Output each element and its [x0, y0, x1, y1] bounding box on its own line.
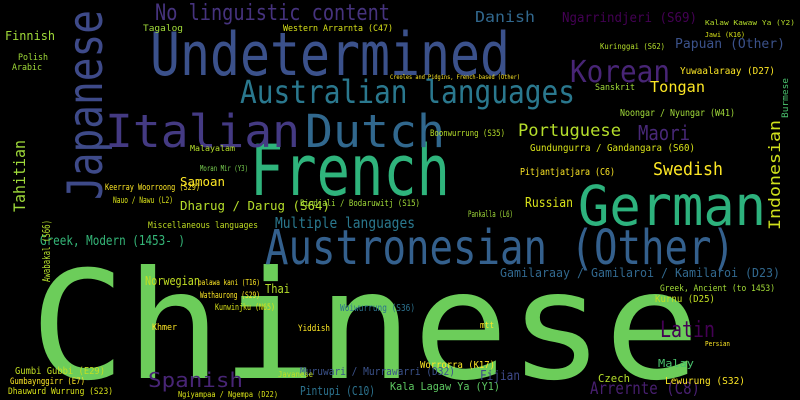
word: Greek, Modern (1453- ) — [40, 234, 185, 249]
word: Korean — [570, 55, 670, 90]
word: Persian — [705, 340, 730, 348]
word: Kunwinjku (N65) — [215, 303, 275, 313]
word: Gumbi Gubbi (E29) — [15, 366, 105, 377]
word: No linguistic content — [155, 1, 390, 26]
word: Woiwurrung (S36) — [340, 303, 415, 314]
word: Russian — [525, 196, 573, 211]
word: Bindjali / Bodaruwitj (S15) — [300, 199, 420, 209]
word: Austronesian (Other) — [265, 220, 735, 276]
word: Burmese — [781, 78, 791, 118]
word: mtt — [480, 321, 494, 331]
word: Indonesian — [765, 120, 784, 230]
word: Arrernte (C8) — [590, 379, 700, 399]
word: Boonwurrung (S35) — [430, 129, 505, 139]
word: Samoan — [180, 175, 225, 189]
word: German — [578, 174, 766, 238]
word: Khmer — [152, 323, 178, 333]
word: Pankalla (L6) — [468, 210, 513, 220]
word: Malay — [658, 357, 694, 370]
word: Portuguese — [518, 121, 621, 141]
word: Kalaw Kawaw Ya (Y2) — [705, 19, 795, 27]
word: Jawi (K16) — [705, 31, 745, 39]
word: Javanese — [278, 370, 313, 379]
word: Multiple languages — [275, 214, 415, 232]
word: Malayalam — [190, 144, 235, 153]
word: French — [250, 130, 450, 212]
word: Dharug / Darug (S64) — [180, 199, 330, 213]
word: Western Arrarnta (C47) — [283, 24, 393, 34]
word: Papuan (Other) — [675, 37, 785, 52]
word: Greek, Ancient (to 1453) — [660, 284, 775, 294]
word: Czech — [598, 372, 630, 385]
word: Latin — [660, 318, 715, 343]
word: Thai — [265, 282, 290, 296]
word: Kala Lagaw Ya (Y1) — [390, 380, 500, 393]
word: Ngarrindjeri (S69) — [562, 11, 697, 26]
word: Wathaurong (S29) — [200, 291, 260, 301]
word: Muruwari / Murrawarri (D32) — [300, 365, 455, 378]
word: Tagalog — [143, 24, 183, 34]
word: Danish — [475, 8, 535, 26]
word: Lewurung (S32) — [665, 376, 745, 387]
word: Dutch — [305, 105, 445, 158]
word: Gumbaynggirr (E7) — [10, 377, 85, 387]
word: Italian — [105, 105, 300, 158]
word: Dhauwurd Wurrung (S23) — [8, 387, 113, 397]
word: Japanese — [58, 10, 114, 200]
word: Polish — [18, 53, 48, 63]
word: Fijian — [480, 369, 520, 384]
word: Tongan — [650, 78, 705, 96]
word: Moran Mir (Y3) — [200, 164, 248, 173]
word: Yuwaalaraay (D27) — [680, 66, 775, 77]
word: Yiddish — [298, 324, 330, 334]
word: Arabic — [12, 63, 42, 73]
word: Tahitian — [10, 140, 29, 212]
word: Kurnu (D25) — [655, 294, 715, 305]
word: Australian languages — [240, 73, 575, 111]
word: Pintupi (C10) — [300, 384, 375, 398]
word: Gundungurra / Gandangara (S60) — [530, 143, 695, 154]
word: Chinese — [30, 240, 700, 400]
word: Sanskrit — [595, 83, 635, 93]
word: Noongar / Nyungar (W41) — [620, 108, 735, 119]
word: palawa kani (T16) — [198, 278, 260, 287]
word: Swedish — [653, 159, 723, 180]
word: Undetermined — [150, 20, 510, 90]
word: Gamilaraay / Gamilaroi / Kamilaroi (D23) — [500, 266, 780, 280]
word: Miscellaneous languages — [148, 221, 258, 231]
word: Kuringgai (S62) — [600, 42, 665, 51]
word: Pitjantjatjara (C6) — [520, 167, 615, 178]
word: Keerray Woorroong (S29) — [105, 183, 200, 193]
word: Spanish — [148, 368, 243, 392]
word: Worrorra (K17) — [420, 360, 495, 371]
word: Maori — [638, 121, 690, 145]
word: Norwegian — [145, 274, 200, 288]
word: Finnish — [5, 29, 55, 43]
word: Nauo / Nawu (L2) — [113, 196, 173, 206]
word: Awabakal (S66) — [40, 220, 53, 282]
word: Creoles and Pidgins, French-based (Other… — [390, 74, 520, 81]
word: Ngiyampaa / Ngempa (D22) — [178, 390, 278, 399]
